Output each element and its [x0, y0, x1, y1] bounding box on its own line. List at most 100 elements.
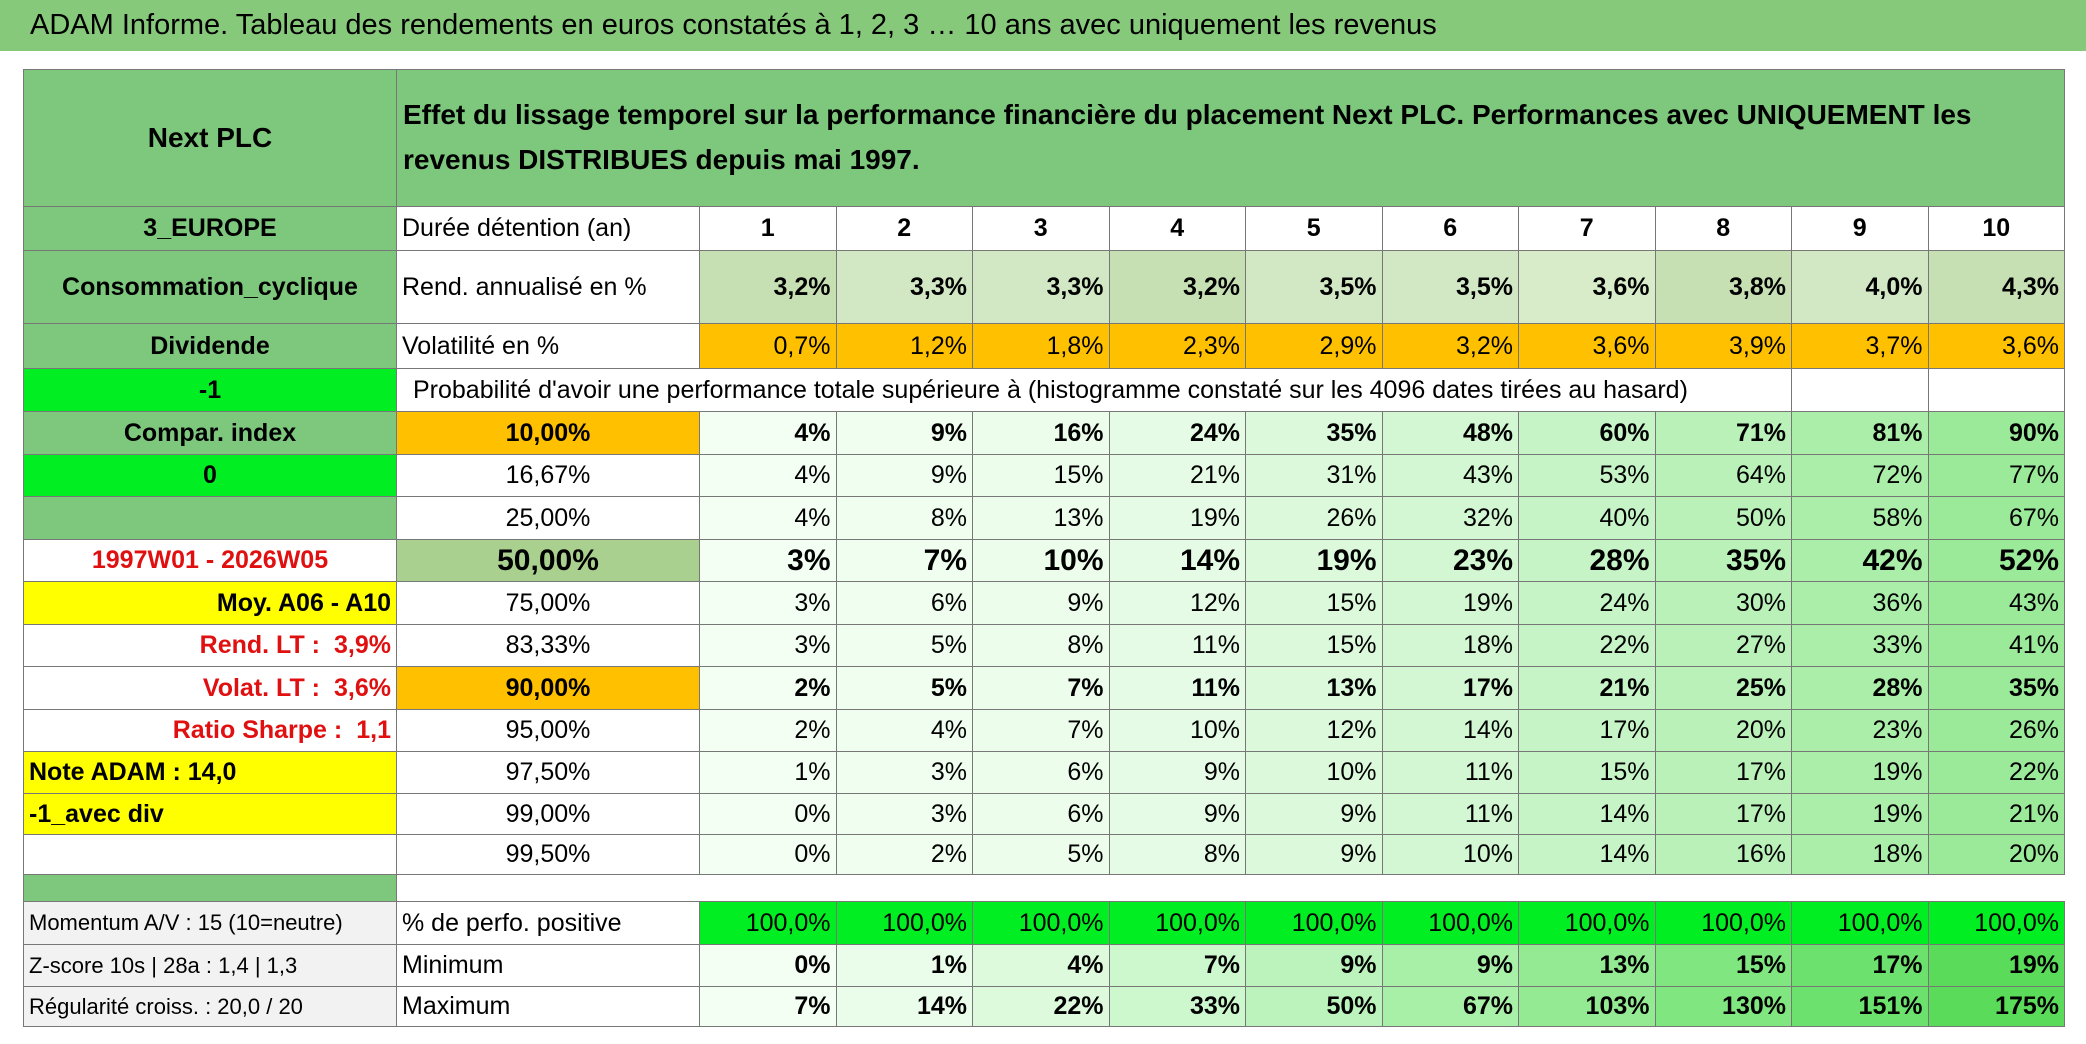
return-cell: 3,2% — [699, 250, 837, 324]
summary-side: Z-score 10s | 28a : 1,4 | 1,3 — [23, 944, 397, 987]
summary-cell: 100,0% — [1381, 901, 1519, 945]
percentile-cell: 3% — [835, 793, 973, 835]
table-row: Momentum A/V : 15 (10=neutre)% de perfo.… — [23, 901, 2065, 945]
percentile-cell: 35% — [1927, 666, 2065, 710]
percentile-cell: 3% — [699, 581, 837, 625]
percentile-cell: 9% — [1108, 751, 1246, 794]
summary-cell: 100,0% — [1245, 901, 1383, 945]
percentile-cell: 36% — [1791, 581, 1929, 625]
return-cell: 4,3% — [1927, 250, 2065, 324]
summary-cell: 100,0% — [1791, 901, 1929, 945]
percentile-cell: 9% — [1245, 793, 1383, 835]
percentile-cell: 5% — [835, 666, 973, 710]
average: Moy. A06 - A10 — [23, 581, 397, 625]
percentile-cell: 6% — [835, 581, 973, 625]
summary-cell: 130% — [1654, 986, 1792, 1027]
percentile-cell: 15% — [1518, 751, 1656, 794]
table-row: -1_avec div 99,00% 0% 3% 6% 9% 9% 11% 14% 17% 19% 2… — [23, 793, 2065, 835]
percentile-cell: 8% — [972, 624, 1110, 667]
return-cell: 3,8% — [1654, 250, 1792, 324]
percentile-cell: 31% — [1245, 454, 1383, 497]
percentile-cell: 50% — [1654, 496, 1792, 540]
percentile-cell: 9% — [1108, 793, 1246, 835]
duration-header: 8 — [1654, 206, 1792, 251]
percentile-cell: 20% — [1654, 709, 1792, 752]
volatility-cell: 2,3% — [1108, 323, 1246, 369]
percentile-cell: 0% — [699, 834, 837, 875]
percentile-cell: 16% — [972, 411, 1110, 455]
duration-header: 5 — [1245, 206, 1383, 251]
summary-cell: 15% — [1654, 944, 1792, 987]
table-row — [23, 874, 2065, 902]
percentile-cell: 17% — [1518, 709, 1656, 752]
percentile-cell: 14% — [1518, 793, 1656, 835]
percentile-cell: 10% — [972, 539, 1110, 582]
percentile-cell: 71% — [1654, 411, 1792, 455]
volatility-cell: 3,7% — [1791, 323, 1929, 369]
duration-header: 1 — [699, 206, 837, 251]
percentile-cell: 43% — [1381, 454, 1519, 497]
table-row: Dividende Volatilité en % 0,7% 1,2% 1,8% 2,3%… — [23, 323, 2065, 369]
return-cell: 3,3% — [972, 250, 1110, 324]
percentile-cell: 7% — [972, 709, 1110, 752]
percentile-cell: 13% — [1245, 666, 1383, 710]
table-row: Note ADAM : 14,0 97,50% 1% 3% 6% 9% 10% 11% 15% 1… — [23, 751, 2065, 794]
percentile-cell: 11% — [1108, 666, 1246, 710]
percentile-cell: 7% — [835, 539, 973, 582]
percentile-cell: 10% — [1108, 709, 1246, 752]
volatility-cell: 2,9% — [1245, 323, 1383, 369]
percentile-cell: 21% — [1518, 666, 1656, 710]
percentile-cell: 24% — [1108, 411, 1246, 455]
percentile-cell: 19% — [1791, 793, 1929, 835]
row-label: Maximum — [396, 986, 700, 1027]
return-cell: 3,3% — [835, 250, 973, 324]
summary-cell: 100,0% — [1518, 901, 1656, 945]
percentile-cell: 90% — [1927, 411, 2065, 455]
summary-cell: 33% — [1108, 986, 1246, 1027]
percentile-cell: 4% — [699, 454, 837, 497]
return-cell: 3,2% — [1108, 250, 1246, 324]
side-label: Ratio Sharpe : — [172, 716, 343, 744]
summary-cell: 7% — [699, 986, 837, 1027]
duration-header: 7 — [1518, 206, 1656, 251]
percentile-cell: 30% — [1654, 581, 1792, 625]
summary-cell: 67% — [1381, 986, 1519, 1027]
percentile-cell: 16% — [1654, 834, 1792, 875]
percentile-cell: 17% — [1654, 793, 1792, 835]
side-label: Rend. LT : — [199, 631, 321, 659]
spacer — [397, 875, 2065, 902]
percentile-cell: 9% — [972, 581, 1110, 625]
region: 3_EUROPE — [23, 206, 397, 251]
percentile-cell: 28% — [1791, 666, 1929, 710]
summary-cell: 100,0% — [699, 901, 837, 945]
summary-cell: 0% — [699, 944, 837, 987]
percentile-cell: 60% — [1518, 411, 1656, 455]
table-row: Volat. LT :3,6% 90,00% 2% 5% 7% 11% 13% 17% 21% 2… — [23, 666, 2065, 710]
summary-cell: 4% — [972, 944, 1110, 987]
summary-cell: 100,0% — [835, 901, 973, 945]
percentile-cell: 15% — [1245, 581, 1383, 625]
percentile-cell: 2% — [699, 666, 837, 710]
percentile-cell: 17% — [1381, 666, 1519, 710]
percentile-cell: 32% — [1381, 496, 1519, 540]
empty-cell — [1791, 368, 1929, 412]
instrument-name: Next PLC — [23, 69, 397, 207]
side-value: 3,9% — [334, 631, 391, 659]
percentile-cell: 12% — [1108, 581, 1246, 625]
percentile-cell: 52% — [1927, 539, 2065, 582]
title-bar: ADAM Informe. Tableau des rendements en … — [0, 0, 2086, 51]
percentile-cell: 13% — [972, 496, 1110, 540]
percentile-cell: 18% — [1381, 624, 1519, 667]
percentile-cell: 19% — [1791, 751, 1929, 794]
percentile-cell: 11% — [1108, 624, 1246, 667]
row-label: Minimum — [396, 944, 700, 987]
percentile-cell: 15% — [972, 454, 1110, 497]
table-row: 1997W01 - 2026W05 50,00% 3% 7% 10% 14% 19% 23% 2… — [23, 539, 2065, 582]
percentile-cell: 5% — [972, 834, 1110, 875]
percentile-cell: 40% — [1518, 496, 1656, 540]
table-row: -1 Probabilité d'avoir une performance to… — [23, 368, 2065, 412]
duration-header: 10 — [1927, 206, 2065, 251]
percentile-cell: 81% — [1791, 411, 1929, 455]
percentile-cell: 17% — [1654, 751, 1792, 794]
row-label: Rend. annualisé en % — [396, 250, 700, 324]
